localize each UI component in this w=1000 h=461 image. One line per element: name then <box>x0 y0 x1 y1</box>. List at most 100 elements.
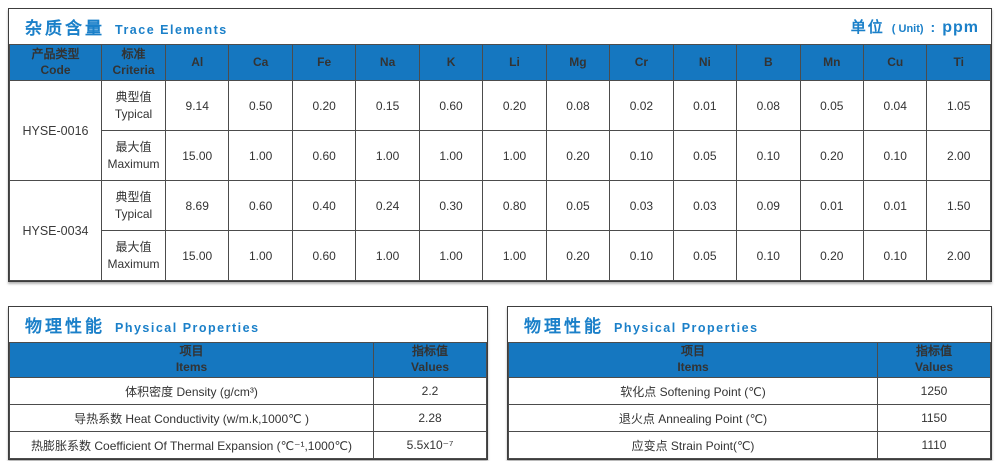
physical-right-table: 项目 Items 指标值 Values 软化点 Softening Point … <box>508 342 991 459</box>
value-cell: 9.14 <box>164 80 230 131</box>
col-header-element: Ti <box>926 44 991 81</box>
col-header-element: Mg <box>545 44 611 81</box>
col-header-values: 指标值 Values <box>877 342 991 378</box>
unit-value: ppm <box>942 19 979 36</box>
value-cell: 0.20 <box>799 230 864 281</box>
value-cell: 1150 <box>877 404 991 432</box>
unit-note: ( Unit) <box>891 23 924 35</box>
physical-properties-left-panel: 物理性能 Physical Properties 项目 Items 指标值 Va… <box>8 306 488 460</box>
trace-elements-panel: 杂质含量 Trace Elements 单位 ( Unit) : ppm 产品类… <box>8 8 992 282</box>
value-cell: 0.05 <box>799 80 864 131</box>
value-cell: 0.80 <box>482 180 547 231</box>
physical-right-title-bar: 物理性能 Physical Properties <box>508 307 991 342</box>
col-header-criteria: 标准 Criteria <box>101 44 166 81</box>
col-header-element: Ca <box>228 44 293 81</box>
table-row: 应变点 Strain Point(℃) 1110 <box>508 431 991 459</box>
table-row: 体积密度 Density (g/cm³) 2.2 <box>9 377 487 405</box>
table-row: HYSE-0034 典型值 Typical 8.69 0.60 0.40 0.2… <box>9 180 991 281</box>
trace-header-row: 产品类型 Code 标准 Criteria Al Ca Fe Na K Li M… <box>9 44 991 81</box>
value-cell: 0.04 <box>862 80 928 131</box>
col-header-element: Al <box>164 44 230 81</box>
value-cell: 0.01 <box>672 80 738 131</box>
unit-label: 单位 ( Unit) : ppm <box>851 16 979 37</box>
value-cell: 1.05 <box>926 80 991 131</box>
trace-elements-table: 产品类型 Code 标准 Criteria Al Ca Fe Na K Li M… <box>9 44 991 281</box>
product-code-cell: HYSE-0016 <box>9 80 102 181</box>
item-cell: 导热系数 Heat Conductivity (w/m.k,1000℃ ) <box>9 404 374 432</box>
value-cell: 0.15 <box>355 80 420 131</box>
physical-properties-right-panel: 物理性能 Physical Properties 项目 Items 指标值 Va… <box>507 306 992 460</box>
value-cell: 8.69 <box>164 180 230 231</box>
value-cell: 1.00 <box>228 230 293 281</box>
value-cell: 0.02 <box>609 80 674 131</box>
value-cell: 1.00 <box>355 130 420 181</box>
value-cell: 0.05 <box>672 230 738 281</box>
value-cell: 0.40 <box>291 180 357 231</box>
unit-cn: 单位 <box>850 19 885 36</box>
physical-left-header-row: 项目 Items 指标值 Values <box>9 342 487 378</box>
physical-left-title: 物理性能 Physical Properties <box>25 312 260 337</box>
trace-title: 杂质含量 Trace Elements <box>25 14 228 39</box>
table-row: 最大值 Maximum 15.00 1.00 0.60 1.00 1.00 1.… <box>10 130 991 181</box>
physical-left-title-en: Physical Properties <box>115 321 260 335</box>
value-cell: 0.01 <box>862 180 928 231</box>
col-header-code: 产品类型 Code <box>9 44 102 81</box>
table-row: HYSE-0016 典型值 Typical 9.14 0.50 0.20 0.1… <box>9 80 991 181</box>
value-cell: 15.00 <box>164 230 230 281</box>
col-header-element: Ni <box>672 44 738 81</box>
trace-title-cn: 杂质含量 <box>25 19 105 38</box>
item-cell: 退火点 Annealing Point (℃) <box>508 404 878 432</box>
value-cell: 1.00 <box>228 130 293 181</box>
col-header-element: Fe <box>291 44 357 81</box>
physical-left-table: 项目 Items 指标值 Values 体积密度 Density (g/cm³)… <box>9 342 487 459</box>
col-header-element: Li <box>482 44 547 81</box>
value-cell: 0.05 <box>672 130 738 181</box>
table-row: 退火点 Annealing Point (℃) 1150 <box>508 404 991 432</box>
value-cell: 0.20 <box>799 130 864 181</box>
value-cell: 0.03 <box>609 180 674 231</box>
value-cell: 0.10 <box>862 230 928 281</box>
value-cell: 0.10 <box>736 130 801 181</box>
product-code-cell: HYSE-0034 <box>9 180 102 281</box>
value-cell: 0.50 <box>228 80 293 131</box>
value-cell: 0.60 <box>418 80 484 131</box>
table-row: 导热系数 Heat Conductivity (w/m.k,1000℃ ) 2.… <box>9 404 487 432</box>
value-cell: 0.20 <box>545 130 611 181</box>
table-row: 软化点 Softening Point (℃) 1250 <box>508 377 991 405</box>
value-cell: 0.08 <box>545 80 611 131</box>
value-cell: 0.09 <box>736 180 801 231</box>
value-cell: 0.30 <box>418 180 484 231</box>
value-cell: 1.00 <box>482 130 547 181</box>
trace-title-en: Trace Elements <box>115 23 228 37</box>
value-cell: 0.10 <box>609 230 674 281</box>
table-row: 最大值 Maximum 15.00 1.00 0.60 1.00 1.00 1.… <box>10 230 991 281</box>
value-cell: 0.05 <box>545 180 611 231</box>
value-cell: 0.20 <box>291 80 357 131</box>
value-cell: 0.10 <box>609 130 674 181</box>
value-cell: 1110 <box>877 431 991 459</box>
criteria-cell: 最大值 Maximum <box>101 130 166 181</box>
value-cell: 5.5x10⁻⁷ <box>373 431 487 459</box>
col-header-items: 项目 Items <box>9 342 374 378</box>
physical-right-title: 物理性能 Physical Properties <box>524 312 759 337</box>
col-header-element: K <box>418 44 484 81</box>
trace-title-bar: 杂质含量 Trace Elements 单位 ( Unit) : ppm <box>9 9 991 44</box>
value-cell: 0.08 <box>736 80 801 131</box>
value-cell: 1.00 <box>482 230 547 281</box>
value-cell: 0.10 <box>736 230 801 281</box>
value-cell: 0.60 <box>228 180 293 231</box>
item-cell: 软化点 Softening Point (℃) <box>508 377 878 405</box>
col-header-items: 项目 Items <box>508 342 878 378</box>
col-header-values: 指标值 Values <box>373 342 487 378</box>
value-cell: 2.00 <box>926 130 991 181</box>
unit-colon: : <box>930 19 936 35</box>
item-cell: 体积密度 Density (g/cm³) <box>9 377 374 405</box>
col-header-element: Cu <box>862 44 928 81</box>
physical-right-title-en: Physical Properties <box>614 321 759 335</box>
col-header-element: B <box>736 44 801 81</box>
value-cell: 2.28 <box>373 404 487 432</box>
physical-left-title-bar: 物理性能 Physical Properties <box>9 307 487 342</box>
value-cell: 15.00 <box>164 130 230 181</box>
value-cell: 1.00 <box>355 230 420 281</box>
value-cell: 1.00 <box>418 130 484 181</box>
